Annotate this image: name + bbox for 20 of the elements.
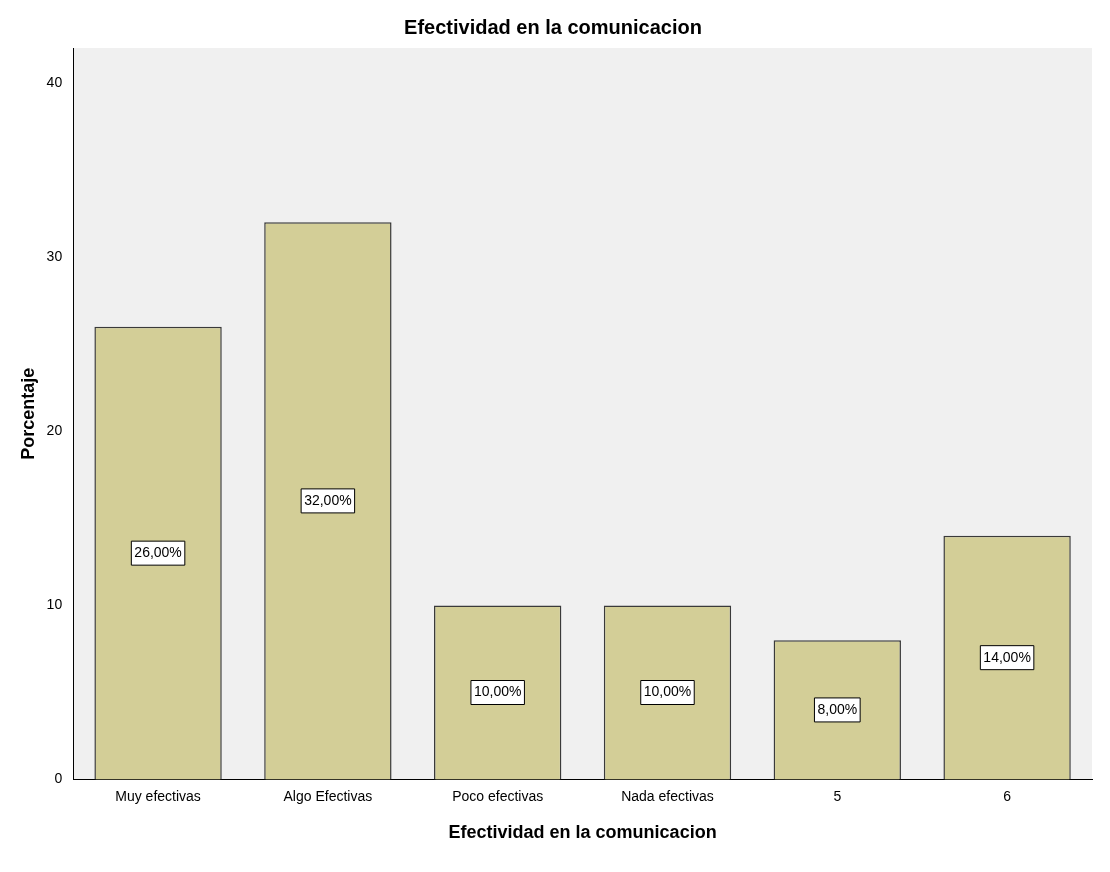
data-label: 8,00% [817,700,858,717]
x-tick-label: 6 [1003,787,1012,804]
data-label: 26,00% [134,544,182,561]
y-tick-label: 30 [46,247,63,264]
y-tick-label: 0 [54,770,63,787]
data-label: 10,00% [473,683,522,700]
y-tick-label: 20 [46,422,63,439]
y-tick-label: 10 [46,596,63,613]
x-tick-label: Poco efectivas [452,787,544,804]
x-axis-title: Efectividad en la comunicacion [448,822,717,843]
y-axis-title: Porcentaje [17,367,38,460]
y-tick-label: 40 [46,73,63,90]
x-tick-label: Nada efectivas [621,787,714,804]
data-label: 14,00% [983,648,1031,665]
chart-title: Efectividad en la comunicacion [404,15,702,38]
x-tick-label: Algo Efectivas [283,787,373,804]
x-tick-label: 5 [833,787,842,804]
data-label: 32,00% [304,491,352,508]
x-tick-label: Muy efectivas [115,787,201,804]
data-label: 10,00% [643,683,692,700]
